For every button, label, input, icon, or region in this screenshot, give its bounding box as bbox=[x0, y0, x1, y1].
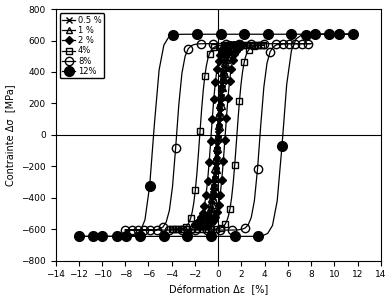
X-axis label: Déformation Δε  [%]: Déformation Δε [%] bbox=[169, 285, 268, 296]
Y-axis label: Contrainte Δσ  [MPa]: Contrainte Δσ [MPa] bbox=[5, 84, 16, 186]
Legend: 0.5 %, 1 %, 2 %, 4%, 8%, 12%: 0.5 %, 1 %, 2 %, 4%, 8%, 12% bbox=[60, 13, 104, 79]
